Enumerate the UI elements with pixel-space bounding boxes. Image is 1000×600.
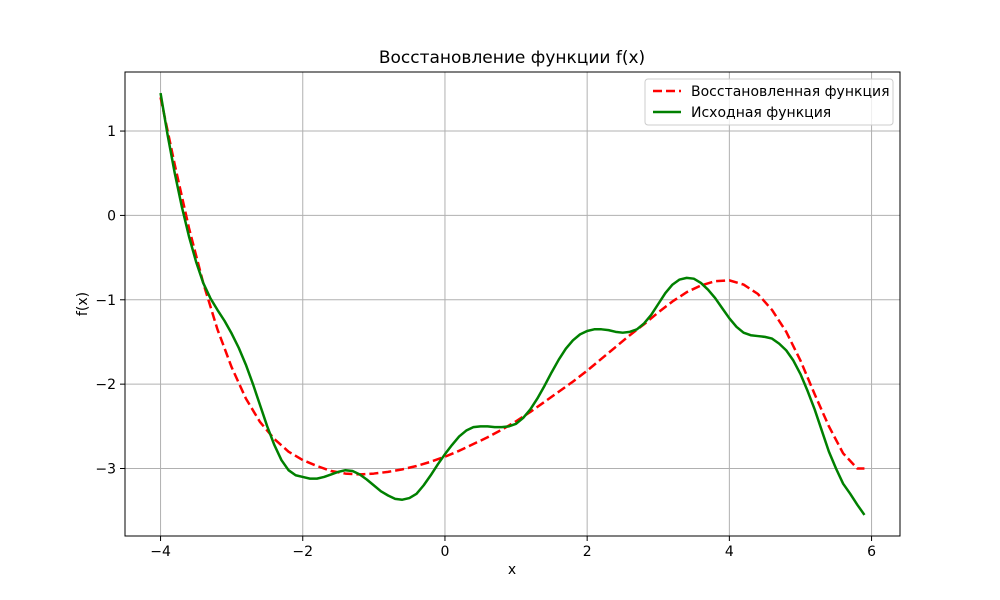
legend-label: Восстановленная функция [691,84,890,100]
legend-box [644,78,894,126]
legend: Восстановленная функция Исходная функция [644,78,894,126]
x-tick-label: −4 [150,544,171,560]
grid-lines [125,72,900,536]
y-tick-label: 0 [107,208,116,224]
x-tick-label: −2 [292,544,313,560]
x-tick-label: 0 [440,544,449,560]
reconstructed-function-line [159,97,865,476]
axis-ticks: −4 −2 0 2 4 6 1 0 −1 −2 −3 [95,124,876,560]
y-tick-label: −3 [95,462,116,478]
x-axis-label: x [508,562,516,578]
y-tick-label: −1 [95,293,116,309]
y-axis-label: f(x) [75,292,91,316]
x-tick-label: 4 [725,544,734,560]
legend-label: Исходная функция [691,105,831,121]
chart-title: Восстановление функции f(x) [379,48,645,68]
x-tick-label: 6 [867,544,876,560]
original-function-line [159,92,866,516]
y-tick-label: −2 [95,377,116,393]
y-tick-label: 1 [107,124,116,140]
plot-frame [124,71,901,537]
series-layer [159,92,866,516]
x-tick-label: 2 [583,544,592,560]
